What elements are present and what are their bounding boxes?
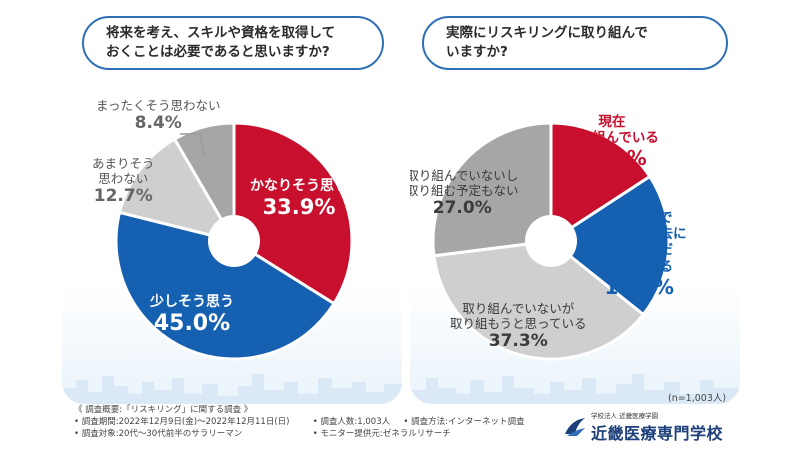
left-label-mattaku-value: 8.4% <box>134 113 182 133</box>
pie-0-slice-2 <box>117 137 238 244</box>
pie-1-center-hole <box>525 215 577 267</box>
survey-overview: 《 調査概要:「リスキリング」に関する調査 》 • 調査期間:2022年12月9… <box>74 404 544 440</box>
right-label-yotei-nashi-line-1: 取り組んでいないし <box>410 168 519 183</box>
survey-target: • 調査対象:20代〜30代前半のサラリーマン <box>74 429 243 439</box>
left-question-line-2: おくことは必要であると思いますか? <box>106 44 330 60</box>
left-leader-line <box>180 133 205 157</box>
left-label-mattaku-text: まったくそう思わない <box>96 98 221 113</box>
left-label-sukoshi-value: 45.0% <box>153 310 231 336</box>
left-label-mattaku: まったくそう思わない 8.4% <box>96 98 221 133</box>
pie-1-slice-0 <box>549 121 652 244</box>
survey-period: • 調査期間:2022年12月9日(金)〜2022年12月11日(日) <box>74 417 290 427</box>
pie-0-slice-3 <box>172 121 236 247</box>
pie-1-slice-2 <box>432 239 646 361</box>
survey-method: • 調査方法:インターネット調査 <box>403 417 525 427</box>
right-question-line-2: いますか? <box>446 44 508 60</box>
left-label-kanari: かなりそう思う 33.9% <box>250 178 348 220</box>
survey-title: 《 調査概要:「リスキリング」に関する調査 》 <box>74 405 253 415</box>
pie-1-slice-3 <box>431 121 553 258</box>
survey-monitor: • モニター提供元:ゼネラルリサーチ <box>312 429 451 439</box>
right-label-kako-line-3: 取り組んだ <box>605 242 674 259</box>
survey-respondents: • 調査人数:1,003人 <box>312 417 391 427</box>
left-label-kanari-text: かなりそう思う <box>250 178 348 194</box>
sample-size-note: (n=1,003人) <box>668 393 727 404</box>
pie-1-slice-1 <box>548 174 671 317</box>
survey-row-1: • 調査期間:2022年12月9日(金)〜2022年12月11日(日) • 調査… <box>74 416 544 428</box>
school-logo: 学校法人 近畿医療学園 近畿医療専門学校 <box>563 408 724 443</box>
right-question-box: 実際にリスキリングに取り組んで いますか? <box>422 16 728 70</box>
right-label-yotei-nashi: 取り組んでいないし 取り組む予定もない 27.0% <box>410 168 519 218</box>
right-pie-chart <box>431 121 671 361</box>
right-chart-panel: 実際にリスキリングに取り組んで いますか? 現在 取り組んでいる 15.8% 取… <box>410 6 740 404</box>
right-label-kako-line-2: いないが過去に <box>592 226 687 243</box>
pie-0-center-hole <box>208 215 260 267</box>
right-label-kako: 取り組んで いないが過去に 取り組んだ ことがある 19.9% <box>592 210 687 299</box>
right-label-kako-line-4: ことがある <box>605 258 674 275</box>
right-label-genzai-line-1: 現在 <box>598 114 626 130</box>
pie-0-slice-1 <box>114 210 337 361</box>
right-label-torikumou-line-2: 取り組もうと思っている <box>450 316 587 331</box>
right-label-genzai-value: 15.8% <box>577 146 647 171</box>
left-label-sukoshi: 少しそう思う 45.0% <box>150 294 234 337</box>
left-skyline-decoration <box>62 374 402 404</box>
left-question-box: 将来を考え、スキルや資格を取得して おくことは必要であると思いますか? <box>82 16 384 70</box>
left-label-kanari-value: 33.9% <box>262 194 336 219</box>
left-label-amari-line-2: 思わない <box>98 171 149 186</box>
left-chart-panel: 将来を考え、スキルや資格を取得して おくことは必要であると思いますか? かなりそ… <box>62 6 402 404</box>
right-label-genzai: 現在 取り組んでいる 15.8% <box>565 114 659 170</box>
right-label-torikumou-line-1: 取り組んでいないが <box>462 301 575 316</box>
left-question-line-1: 将来を考え、スキルや資格を取得して <box>106 25 336 41</box>
right-label-yotei-nashi-line-2: 取り組む予定もない <box>410 183 519 198</box>
school-logo-name: 近畿医療専門学校 <box>591 424 724 443</box>
right-label-genzai-line-2: 取り組んでいる <box>565 130 659 147</box>
left-label-sukoshi-text: 少しそう思う <box>150 294 234 310</box>
left-label-amari: あまりそう 思わない 12.7% <box>92 156 155 206</box>
right-question-line-1: 実際にリスキリングに取り組んで <box>446 25 648 41</box>
right-label-torikumou: 取り組んでいないが 取り組もうと思っている 37.3% <box>450 301 587 351</box>
right-label-kako-line-1: 取り組んで <box>605 210 673 226</box>
school-logo-icon <box>565 418 585 436</box>
survey-row-2: • 調査対象:20代〜30代前半のサラリーマン • モニター提供元:ゼネラルリサ… <box>74 428 544 440</box>
school-logo-small-text: 学校法人 近畿医療学園 <box>591 412 659 420</box>
left-label-amari-value: 12.7% <box>93 186 153 206</box>
left-pie-chart <box>114 121 354 361</box>
right-skyline-decoration <box>410 374 740 404</box>
right-label-yotei-nashi-value: 27.0% <box>432 198 492 218</box>
left-label-amari-line-1: あまりそう <box>92 156 155 171</box>
right-label-torikumou-value: 37.3% <box>488 331 548 351</box>
right-label-kako-value: 19.9% <box>604 274 674 299</box>
